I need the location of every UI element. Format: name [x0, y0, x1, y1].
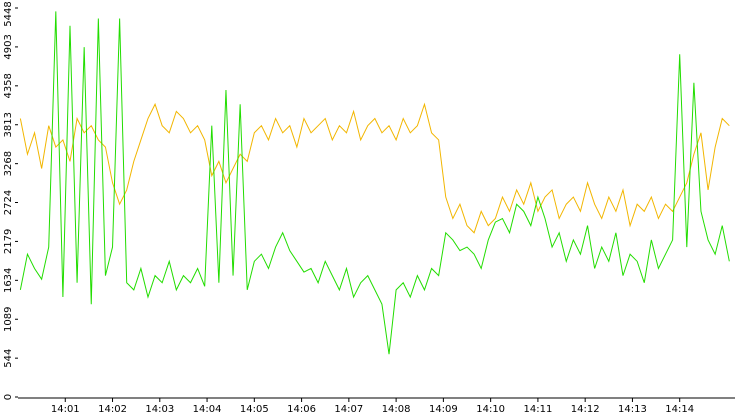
y-tick-label: 5448	[3, 1, 14, 26]
x-tick-label: 14:13	[618, 404, 647, 415]
x-tick-label: 14:03	[145, 404, 174, 415]
x-tick-label: 14:10	[476, 404, 505, 415]
y-tick-label: 2179	[3, 229, 14, 254]
x-tick-label: 14:04	[193, 404, 222, 415]
x-tick-label: 14:09	[429, 404, 458, 415]
x-tick-label: 14:02	[98, 404, 127, 415]
x-tick-label: 14:01	[51, 404, 80, 415]
x-tick-label: 14:14	[665, 404, 694, 415]
y-tick-label: 1634	[3, 268, 14, 293]
x-tick-label: 14:12	[571, 404, 600, 415]
series-line	[19, 11, 730, 355]
y-tick-label: 1089	[3, 307, 14, 332]
x-tick-label: 14:11	[523, 404, 552, 415]
x-tick-label: 14:05	[240, 404, 269, 415]
y-tick-label: 544	[3, 349, 14, 368]
series-line	[19, 102, 730, 234]
x-tick-label: 14:07	[334, 404, 363, 415]
y-tick-label: 4358	[3, 73, 14, 98]
y-tick-label: 3268	[3, 151, 14, 176]
y-tick-label: 4903	[3, 34, 14, 59]
y-tick-label: 0	[3, 394, 14, 400]
y-tick-label: 2724	[3, 190, 14, 215]
x-tick-label: 14:08	[382, 404, 411, 415]
x-tick-label: 14:06	[287, 404, 316, 415]
y-tick-label: 3813	[3, 112, 14, 137]
